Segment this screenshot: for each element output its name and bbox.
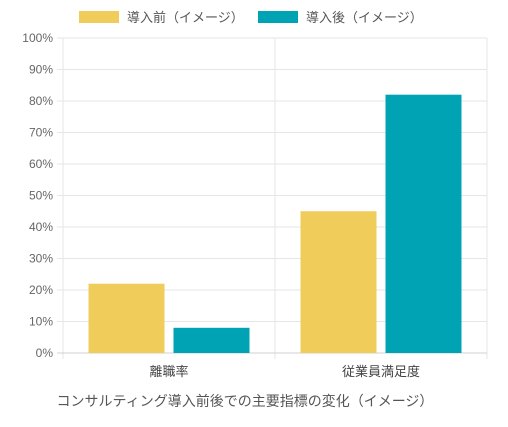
y-tick-label: 80% <box>29 94 53 108</box>
y-tick-label: 100% <box>22 31 53 45</box>
y-tick-label: 70% <box>29 126 53 140</box>
legend-item-after[interactable]: 導入後（イメージ） <box>258 10 423 25</box>
bars <box>88 94 462 353</box>
y-tick-label: 50% <box>29 189 53 203</box>
chart-caption: コンサルティング導入前後での主要指標の変化（イメージ） <box>57 393 434 409</box>
x-tick-label: 離職率 <box>149 364 188 379</box>
y-tick-label: 30% <box>29 252 53 266</box>
grid-lines <box>57 37 488 359</box>
legend-label: 導入後（イメージ） <box>306 10 423 25</box>
bar-before-0 <box>88 283 165 353</box>
y-tick-label: 60% <box>29 157 53 171</box>
y-tick-label: 0% <box>36 346 54 360</box>
legend-label: 導入前（イメージ） <box>127 10 244 25</box>
x-tick-label: 従業員満足度 <box>342 364 420 379</box>
legend-swatch <box>79 11 119 23</box>
legend-swatch <box>258 11 298 23</box>
bar-before-1 <box>300 211 377 353</box>
y-tick-label: 90% <box>29 63 53 77</box>
bar-after-1 <box>385 94 462 353</box>
legend-item-before[interactable]: 導入前（イメージ） <box>79 10 244 25</box>
y-tick-label: 20% <box>29 283 53 297</box>
y-tick-label: 40% <box>29 220 53 234</box>
legend: 導入前（イメージ） 導入後（イメージ） <box>79 10 423 25</box>
x-tick-labels: 離職率 従業員満足度 <box>149 364 420 379</box>
y-tick-labels: 0% 10% 20% 30% 40% 50% 60% 70% 80% 90% 100% <box>22 31 53 360</box>
y-tick-label: 10% <box>29 315 53 329</box>
bar-after-0 <box>173 327 250 353</box>
